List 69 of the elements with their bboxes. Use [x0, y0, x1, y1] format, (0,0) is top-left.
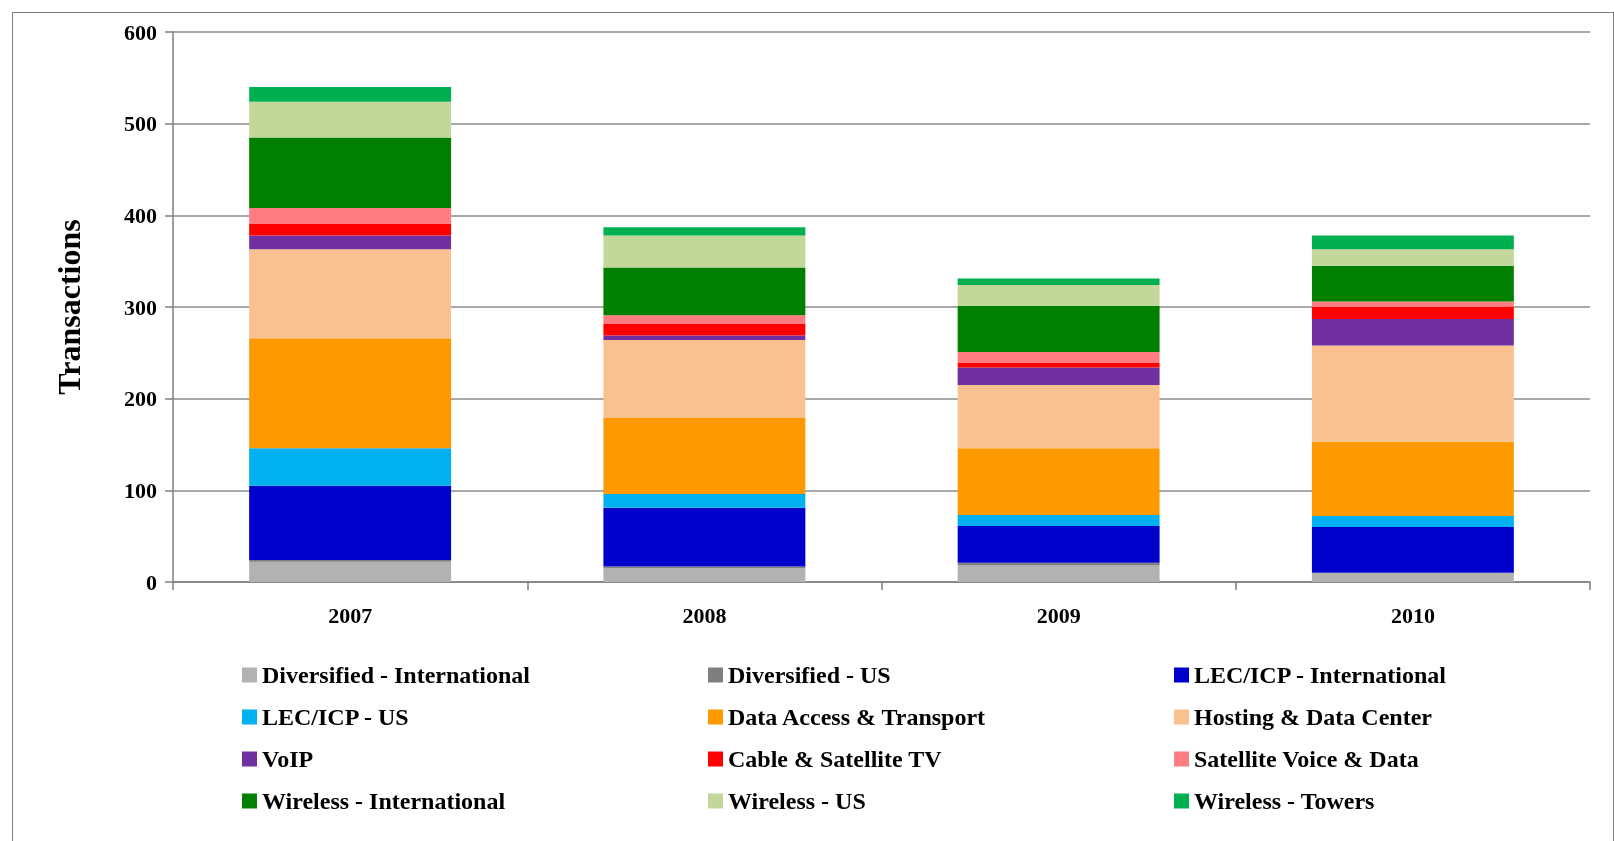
- bar: [603, 267, 806, 316]
- bar: [603, 417, 806, 494]
- bar: [249, 101, 452, 138]
- bar: [957, 515, 1160, 527]
- bar: [1311, 235, 1514, 250]
- y-tick-label: 600: [124, 19, 157, 45]
- bar: [957, 306, 1160, 352]
- bar: [1311, 301, 1514, 307]
- legend-label: Diversified - US: [728, 662, 891, 688]
- legend-label: Data Access & Transport: [728, 704, 986, 730]
- legend-label: LEC/ICP - International: [1194, 662, 1447, 688]
- bar: [603, 340, 806, 418]
- bar: [603, 315, 806, 324]
- bar: [1311, 572, 1514, 582]
- bar: [957, 565, 1160, 582]
- bar: [1311, 265, 1514, 302]
- bar: [957, 562, 1160, 566]
- bar: [1311, 345, 1514, 442]
- bar: [1311, 441, 1514, 516]
- x-tick-label: 2009: [1036, 602, 1081, 628]
- bar: [603, 568, 806, 582]
- y-tick-label: 400: [124, 202, 157, 228]
- y-tick-label: 0: [146, 569, 157, 595]
- bar: [1311, 516, 1514, 527]
- y-axis-title: Transactions: [51, 219, 87, 395]
- x-tick-label: 2008: [682, 602, 727, 628]
- bar: [957, 351, 1160, 363]
- legend-label: Wireless - Towers: [1194, 788, 1375, 814]
- bar: [957, 278, 1160, 285]
- bar: [603, 227, 806, 236]
- legend-label: Wireless - US: [728, 788, 866, 814]
- y-tick-label: 500: [124, 111, 157, 137]
- legend-label: Satellite Voice & Data: [1194, 746, 1419, 772]
- bar: [603, 335, 806, 340]
- bar: [249, 249, 452, 339]
- bar: [249, 235, 452, 250]
- bar: [1311, 318, 1514, 346]
- legend-label: Wireless - International: [262, 788, 506, 814]
- bar: [603, 494, 806, 508]
- bar: [957, 362, 1160, 368]
- y-tick-label: 300: [124, 294, 157, 320]
- bar: [249, 485, 452, 560]
- bar: [249, 208, 452, 224]
- x-tick-label: 2010: [1390, 602, 1435, 628]
- legend-label: Diversified - International: [262, 662, 531, 688]
- x-tick-label: 2007: [328, 602, 373, 628]
- legend-label: LEC/ICP - US: [262, 704, 409, 730]
- bar: [603, 235, 806, 268]
- bar: [603, 323, 806, 336]
- bar: [249, 87, 452, 102]
- bar: [957, 448, 1160, 516]
- bar: [1311, 249, 1514, 266]
- bar: [957, 526, 1160, 563]
- bar: [249, 448, 452, 486]
- bar: [957, 384, 1160, 449]
- y-tick-label: 100: [124, 477, 157, 503]
- y-tick-label: 200: [124, 386, 157, 412]
- bar: [957, 367, 1160, 385]
- bar: [957, 285, 1160, 307]
- legend-label: Hosting & Data Center: [1194, 704, 1433, 730]
- legend-label: VoIP: [262, 746, 314, 772]
- bar: [603, 507, 806, 567]
- bar: [1311, 307, 1514, 319]
- bar: [249, 561, 452, 582]
- legend-label: Cable & Satellite TV: [728, 746, 943, 772]
- bar: [249, 338, 452, 449]
- bar: [1311, 527, 1514, 573]
- bar: [249, 223, 452, 236]
- bar: [249, 137, 452, 208]
